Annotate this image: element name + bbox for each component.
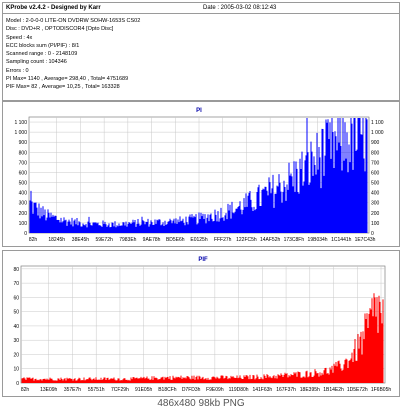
y-tick-label-right: 500 xyxy=(371,181,380,187)
x-tick-label: 19B034h xyxy=(308,237,328,243)
y-tick-label: 0 xyxy=(16,381,19,387)
x-tick-label: 1C1441h xyxy=(331,237,352,243)
x-tick-label: 1D5E72h xyxy=(347,387,368,393)
info-line-model: Model : 2-0-0-0 LITE-ON DVDRW SOHW-1653S… xyxy=(6,18,141,24)
x-tick-label: 59E72h xyxy=(96,237,113,243)
pif-chart-panel: PIF 80 70 60 50 40 30 20 10 0 82h 13E09h 357E7h 55751… xyxy=(2,250,400,397)
x-tick-label: E0125h xyxy=(190,237,207,243)
series-bars xyxy=(21,293,384,383)
x-tick-label: 91E05h xyxy=(135,387,152,393)
app-title: KProbe v2.4.2 - Designed by Karr xyxy=(6,5,101,11)
y-tick-label-right: 700 xyxy=(371,160,380,166)
x-tick-label: D7FD3h xyxy=(182,387,201,393)
y-tick-label: 900 xyxy=(19,140,28,146)
x-tick-label: 167F37h xyxy=(276,387,296,393)
y-tick-label: 100 xyxy=(19,221,28,227)
x-tick-label: 141F63h xyxy=(252,387,272,393)
y-tick-label: 700 xyxy=(19,160,28,166)
x-tick-label: 173C8Fh xyxy=(284,237,305,243)
info-line-ecc: ECC blocks sum (PI/PIF) : 8/1 xyxy=(6,42,80,49)
y-tick-label-right: 1 000 xyxy=(371,130,384,136)
scan-date: Date : 2005-03-02 08:12:43 xyxy=(203,5,277,11)
x-tick-label: 7CF29h xyxy=(111,387,129,393)
x-tick-label: 82h xyxy=(21,387,30,393)
x-tick-label: 122FC5h xyxy=(236,237,257,243)
y-tick-label-right: 0 xyxy=(371,231,374,237)
info-list: Model : 2-0-0-0 LITE-ON DVDRW SOHW-1653S… xyxy=(6,17,140,92)
y-tick-label: 400 xyxy=(19,191,28,197)
x-tick-label: 357E7h xyxy=(64,387,81,393)
y-tick-label-right: 400 xyxy=(371,191,380,197)
y-tick-label: 50 xyxy=(13,310,19,316)
y-tick-label-right: 200 xyxy=(371,211,380,217)
series-bars xyxy=(29,118,368,233)
info-line-range: Scanned range : 0 - 2148109 xyxy=(6,51,78,58)
y-tick-label: 80 xyxy=(13,267,19,273)
x-tick-label: 13E09h xyxy=(40,387,57,393)
info-line-pif-stats: PIF Max= 82 , Average= 10,25 , Total= 16… xyxy=(6,84,120,91)
pi-chart-panel: PI 1 100 1 100 1 000 1 000 900 900 800 800 700 700… xyxy=(2,101,400,247)
y-tick-label-right: 800 xyxy=(371,150,380,156)
x-tick-label: 82h xyxy=(29,237,38,243)
report-header: KProbe v2.4.2 - Designed by Karr Date : … xyxy=(2,2,400,101)
x-tick-label: 7983Eh xyxy=(119,237,136,243)
y-tick-label: 300 xyxy=(19,201,28,207)
x-tick-label: 1E7C43h xyxy=(355,237,376,243)
x-tick-label: 38E45h xyxy=(72,237,89,243)
x-tick-label: 1B14E2h xyxy=(323,387,344,393)
info-line-sampling: Sampling count : 104346 xyxy=(6,59,67,66)
y-tick-label: 1 100 xyxy=(14,120,27,126)
y-tick-label: 20 xyxy=(13,352,19,358)
image-caption: 486x480 98kb PNG xyxy=(157,398,245,409)
x-tick-label: 14AF52h xyxy=(260,237,281,243)
info-line-speed: Speed : 4x xyxy=(6,34,33,41)
y-tick-label-right: 600 xyxy=(371,170,380,176)
y-tick-label: 0 xyxy=(24,231,27,237)
x-tick-label: BD5E6h xyxy=(166,237,185,243)
y-tick-label-right: 900 xyxy=(371,140,380,146)
y-tick-label: 500 xyxy=(19,181,28,187)
info-line-errors: Errors : 0 xyxy=(6,67,29,74)
y-tick-label: 40 xyxy=(13,324,19,330)
x-tick-label: FFF27h xyxy=(214,237,232,243)
y-tick-label: 200 xyxy=(19,211,28,217)
y-tick-label: 60 xyxy=(13,295,19,301)
y-tick-label: 600 xyxy=(19,170,28,176)
y-tick-label: 1 000 xyxy=(14,130,27,136)
x-tick-label: 9AE78h xyxy=(143,237,161,243)
info-line-pi-stats: PI Max= 1140 , Average= 298,40 , Total= … xyxy=(6,76,129,83)
x-tick-label: 119D80h xyxy=(229,387,249,393)
x-tick-label: 18245h xyxy=(48,237,65,243)
x-tick-label: 55751h xyxy=(88,387,105,393)
x-tick-label: F9E09h xyxy=(206,387,224,393)
y-tick-label: 10 xyxy=(13,367,19,373)
y-tick-label-right: 300 xyxy=(371,201,380,207)
y-tick-label: 70 xyxy=(13,281,19,287)
y-tick-label: 30 xyxy=(13,338,19,344)
x-tick-label: 1F6B05h xyxy=(371,387,392,393)
chart-title: PI xyxy=(196,108,202,114)
y-tick-label: 800 xyxy=(19,150,28,156)
x-tick-label: 18E395h xyxy=(300,387,320,393)
x-tick-label: B18CFh xyxy=(158,387,177,393)
pi-chart: PI 1 100 1 100 1 000 1 000 900 900 800 800 700 700… xyxy=(14,108,384,243)
header-divider xyxy=(3,13,399,14)
info-line-disc: Disc : DVD+R , OPTODISCOR4 [Opto Disc] xyxy=(6,26,114,33)
plot-area xyxy=(20,265,386,384)
y-tick-label-right: 1 100 xyxy=(371,120,384,126)
image-footer xyxy=(0,397,402,412)
y-tick-label-right: 100 xyxy=(371,221,380,227)
chart-title: PIF xyxy=(198,257,208,263)
